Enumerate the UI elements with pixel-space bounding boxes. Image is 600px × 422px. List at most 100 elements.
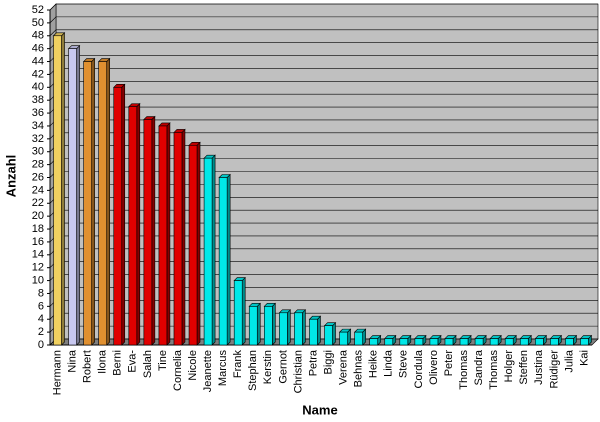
- x-tick-label: Frank: [232, 350, 244, 379]
- y-tick-label: 30: [32, 146, 44, 158]
- bar: [580, 338, 589, 346]
- bar: [459, 338, 469, 346]
- bar: [143, 119, 153, 346]
- bar: [113, 87, 123, 346]
- y-tick-label: 24: [32, 184, 44, 196]
- x-tick-label: Cordula: [413, 349, 425, 388]
- y-tick-label: 26: [32, 171, 44, 183]
- y-tick-label: 42: [32, 68, 44, 80]
- x-tick-label: Olivero: [428, 350, 440, 385]
- bar-side: [166, 122, 171, 346]
- y-axis-title: Anzahl: [3, 155, 18, 198]
- x-tick-label: Justina: [533, 349, 545, 385]
- x-tick-label: Julia: [563, 349, 575, 373]
- bar-side: [196, 141, 201, 346]
- bar-side: [241, 276, 246, 346]
- x-axis-title: Name: [302, 402, 337, 417]
- x-tick-label: Gernot: [277, 350, 289, 384]
- bar: [98, 61, 107, 346]
- bar-side: [332, 321, 336, 346]
- y-tick-label: 36: [32, 107, 44, 119]
- y-tick-label: 34: [32, 120, 44, 132]
- bar: [384, 338, 394, 346]
- x-tick-label: Nicole: [187, 350, 199, 381]
- y-tick-label: 10: [32, 274, 44, 286]
- x-tick-label: Jeanette: [202, 350, 214, 392]
- y-tick-label: 14: [32, 249, 44, 261]
- bar: [309, 318, 318, 346]
- bar: [474, 338, 484, 346]
- x-tick-label: Thomas: [458, 350, 470, 390]
- bar: [83, 61, 92, 346]
- bar: [535, 338, 544, 346]
- bar: [218, 177, 228, 346]
- y-tick-label: 50: [32, 17, 44, 29]
- bar: [188, 144, 198, 346]
- bar: [369, 338, 378, 346]
- bar: [324, 325, 333, 346]
- x-tick-label: Verena: [337, 349, 349, 385]
- bar-side: [76, 44, 80, 346]
- x-tick-label: Heike: [368, 350, 380, 378]
- y-tick-label: 18: [32, 223, 44, 235]
- bar: [429, 338, 439, 346]
- bar: [519, 338, 529, 346]
- bar: [158, 125, 168, 346]
- y-tick-label: 0: [38, 339, 44, 351]
- x-tick-label: Robert: [82, 350, 94, 383]
- y-tick-label: 38: [32, 94, 44, 106]
- bar-side: [136, 102, 141, 346]
- bar: [399, 338, 409, 346]
- grid-line: [49, 29, 598, 36]
- bar: [414, 338, 424, 346]
- bar-side: [121, 83, 126, 346]
- x-tick-label: Nina: [66, 349, 78, 373]
- bar-side: [211, 154, 216, 346]
- x-tick-label: Eva-: [127, 350, 139, 373]
- bar: [354, 331, 363, 346]
- x-tick-label: Tine: [157, 350, 169, 371]
- bar-side: [91, 57, 95, 346]
- x-tick-label: Petra: [307, 349, 319, 376]
- x-tick-label: Stephan: [247, 350, 259, 391]
- bar: [68, 48, 77, 346]
- x-tick-label: Marcus: [217, 350, 229, 387]
- bar-side: [226, 173, 231, 346]
- bar-side: [61, 32, 65, 346]
- y-tick-label: 22: [32, 197, 44, 209]
- grid-line: [49, 3, 598, 11]
- bar: [173, 132, 183, 346]
- bar-side: [181, 128, 186, 346]
- x-tick-label: Sandra: [473, 349, 485, 385]
- x-tick-label: Steffen: [518, 350, 530, 385]
- x-tick-label: Linda: [383, 349, 395, 377]
- x-tick-label: Ilona: [97, 349, 109, 374]
- bar: [444, 338, 454, 346]
- bar: [339, 331, 348, 346]
- bar-side: [151, 115, 156, 346]
- y-tick-label: 32: [32, 133, 44, 145]
- y-tick-label: 52: [32, 4, 44, 16]
- y-tick-label: 46: [32, 43, 44, 55]
- bar: [550, 338, 559, 346]
- bar: [504, 338, 514, 346]
- x-tick-label: Peter: [443, 350, 455, 377]
- bar-side: [256, 302, 261, 346]
- y-tick-label: 28: [32, 159, 44, 171]
- x-tick-label: Hermann: [51, 350, 63, 395]
- bar: [128, 106, 138, 346]
- x-tick-label: Biggi: [322, 350, 334, 374]
- y-tick-label: 20: [32, 210, 44, 222]
- x-tick-label: Christian: [292, 350, 304, 393]
- y-tick-label: 44: [32, 55, 44, 67]
- x-tick-label: Kai: [578, 350, 590, 366]
- bar-side: [272, 302, 276, 346]
- bar-side: [106, 57, 110, 346]
- y-tick-label: 2: [38, 326, 44, 338]
- y-tick-label: 4: [38, 313, 44, 325]
- bar: [203, 157, 213, 346]
- y-tick-label: 16: [32, 236, 44, 248]
- bar: [489, 338, 499, 346]
- x-tick-label: Steve: [398, 350, 410, 378]
